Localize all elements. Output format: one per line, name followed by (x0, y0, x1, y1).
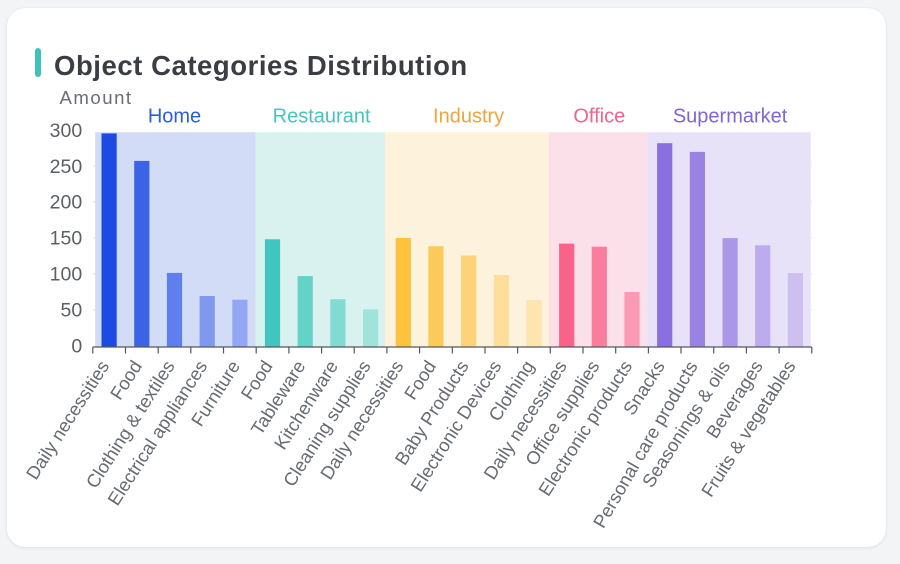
svg-text:Amount: Amount (60, 87, 133, 108)
svg-text:100: 100 (50, 264, 83, 286)
svg-text:250: 250 (50, 156, 83, 178)
svg-text:200: 200 (50, 192, 83, 214)
svg-text:Restaurant: Restaurant (273, 106, 371, 128)
svg-text:Industry: Industry (433, 106, 504, 128)
svg-text:Supermarket: Supermarket (673, 106, 788, 128)
svg-text:0: 0 (71, 336, 82, 358)
svg-text:Home: Home (148, 106, 201, 128)
svg-text:Office: Office (573, 106, 625, 128)
svg-text:150: 150 (50, 228, 83, 250)
svg-text:300: 300 (50, 120, 83, 142)
svg-text:50: 50 (60, 300, 82, 322)
